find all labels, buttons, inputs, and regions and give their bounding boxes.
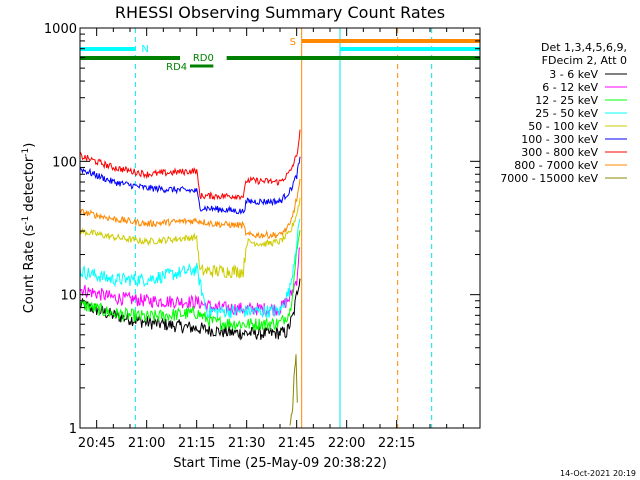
legend-label: 50 - 100 keV: [528, 120, 598, 133]
y-tick-label: 10: [60, 289, 77, 304]
y-axis-label: Count Rate (s-1 detector-1): [21, 143, 37, 314]
plot-frame: [79, 27, 481, 429]
x-tick-label: 22:15: [378, 436, 415, 451]
series-line: [79, 156, 301, 215]
legend-header-line: FDecim 2, Att 0: [542, 54, 627, 67]
saa-bar-label: S: [290, 37, 296, 48]
series-line: [289, 354, 298, 426]
x-tick-label: 21:45: [278, 436, 315, 451]
series-layer: [79, 129, 301, 426]
legend-label: 12 - 25 keV: [535, 94, 598, 107]
legend-label: 300 - 800 keV: [521, 146, 598, 159]
y-tick-label: 100: [52, 155, 77, 170]
legend-label: 25 - 50 keV: [535, 107, 598, 120]
night-bar-label: N: [141, 44, 148, 55]
x-tick-label: 20:45: [78, 436, 115, 451]
y-axis-label-exp: -1: [21, 148, 31, 157]
series-line: [79, 129, 301, 201]
x-tick-label: 21:15: [178, 436, 215, 451]
x-tick-label: 21:30: [228, 436, 265, 451]
x-tick-label: 22:00: [328, 436, 365, 451]
series-line: [79, 218, 301, 319]
chart-title: RHESSI Observing Summary Count Rates: [115, 3, 445, 22]
series-line: [79, 278, 301, 341]
legend-label: 100 - 300 keV: [521, 133, 598, 146]
axes-layer: 1 10 100 1000 20:45 21:00 21:15 21:30 21:45 22:00…: [44, 22, 481, 451]
legend-label: 3 - 6 keV: [549, 68, 598, 81]
legend-label: 7000 - 15000 keV: [500, 172, 598, 185]
y-tick-label: 1000: [44, 22, 77, 37]
x-axis-label: Start Time (25-May-09 20:38:22): [173, 456, 387, 471]
footer-date: 14-Oct-2021 20:19: [560, 469, 636, 478]
series-line: [79, 178, 301, 239]
rd0-label: RD0: [193, 53, 214, 64]
legend-label: 6 - 12 keV: [542, 81, 598, 94]
series-line: [79, 230, 301, 331]
legend-header-line: Det 1,3,4,5,6,9,: [541, 41, 627, 54]
x-tick-label: 21:00: [128, 436, 165, 451]
series-line: [79, 197, 301, 280]
legend: Det 1,3,4,5,6,9, FDecim 2, Att 0 3 - 6 k…: [500, 41, 627, 185]
y-axis-label-part: detector: [22, 156, 37, 216]
y-axis-label-part: ): [22, 143, 37, 148]
y-tick-label: 1: [69, 422, 77, 437]
y-axis-label-part: Count Rate (s: [22, 225, 37, 314]
rd4-label: RD4: [166, 62, 187, 73]
annotation-layer: N S RD0 RD4: [79, 28, 480, 428]
y-axis-label-exp: -1: [21, 216, 31, 225]
legend-label: 800 - 7000 keV: [514, 159, 598, 172]
